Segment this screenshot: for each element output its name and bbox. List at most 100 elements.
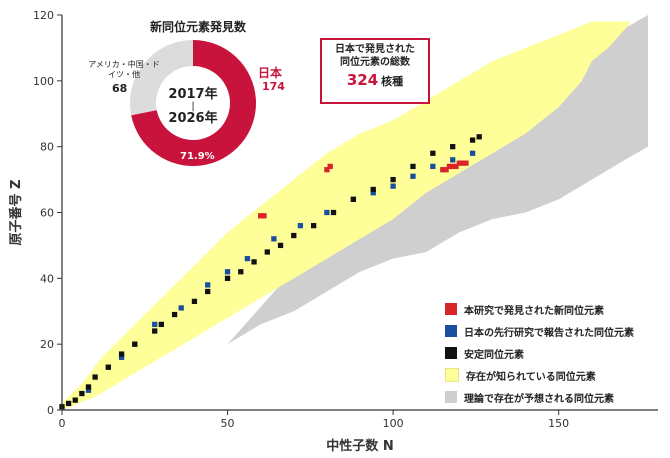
donut-center-year-start: 2017年 [168, 87, 218, 102]
y-tick-label-1: 20 [40, 338, 54, 351]
stable-isotope-cell-11 [171, 311, 178, 318]
stable-isotope-cell-18 [277, 242, 284, 249]
reported-isotope-cell-7 [224, 269, 231, 275]
reported-isotope-cell-10 [297, 223, 304, 229]
stable-isotope-cell-14 [224, 275, 231, 281]
x-tick-label-3: 150 [548, 417, 569, 430]
reported-isotope-cell-14 [390, 183, 396, 189]
stable-isotope-cell-1 [65, 400, 72, 407]
total-box-unit: 核種 [381, 75, 404, 88]
legend-label-reported: 日本の先行研究で報告された同位元素 [464, 327, 634, 339]
y-tick-label-0: 0 [47, 404, 54, 417]
stable-isotope-cell-5 [92, 374, 98, 380]
stable-isotope-cell-19 [291, 232, 297, 239]
stable-isotope-cell-26 [430, 150, 436, 156]
donut-slice-japan [131, 40, 256, 166]
reported-isotope-cell-16 [430, 163, 436, 170]
legend-swatch-reported [445, 325, 457, 337]
donut-others-label: アメリカ・中国・ドイツ・他 [88, 60, 160, 79]
donut-slice-others [130, 40, 193, 116]
reported-isotope-cell-11 [324, 209, 330, 216]
stable-isotope-cell-24 [390, 176, 396, 183]
donut-others-count: 68 [112, 82, 128, 95]
reported-isotope-cell-18 [469, 150, 476, 156]
new-isotope-cell-10 [459, 160, 466, 166]
new-isotope-cell-0 [258, 213, 264, 219]
legend-item-known: 存在が知られている同位元素 [445, 366, 634, 384]
stable-isotope-cell-6 [105, 364, 112, 370]
stable-isotope-cell-25 [410, 163, 416, 170]
x-tick-label-1: 50 [221, 417, 235, 430]
new-isotope-cell-9 [456, 160, 462, 166]
stable-isotope-cell-12 [191, 298, 198, 305]
stable-isotope-cell-2 [72, 397, 78, 403]
reported-isotope-cell-9 [271, 236, 277, 242]
new-isotope-cell-5 [443, 167, 449, 173]
reported-isotope-cell-2 [118, 354, 125, 360]
legend-swatch-stable [445, 347, 457, 359]
stable-isotope-cell-7 [118, 351, 125, 357]
new-isotope-cell-2 [324, 167, 330, 173]
legend-label-stable: 安定同位元素 [464, 349, 524, 361]
x-axis-title: 中性子数 N [326, 438, 393, 454]
stable-isotope-cell-13 [205, 288, 211, 295]
legend-item-stable: 安定同位元素 [445, 344, 634, 362]
stable-isotope-cell-3 [79, 390, 85, 397]
new-isotope-cell-8 [453, 163, 459, 170]
new-isotope-cell-6 [446, 163, 453, 170]
legend: 本研究で発見された新同位元素 日本の先行研究で報告された同位元素 安定同位元素 … [445, 300, 634, 410]
stable-isotope-cell-8 [132, 341, 138, 347]
donut-center-label: 2017年 | 2026年 [128, 88, 258, 126]
legend-item-new: 本研究で発見された新同位元素 [445, 300, 634, 318]
total-box-line1: 日本で発見された [335, 44, 415, 55]
stable-isotope-cell-27 [450, 144, 456, 150]
reported-isotope-cell-17 [450, 157, 456, 163]
stable-isotope-cell-22 [350, 196, 357, 202]
donut-japan-count: 174 [262, 80, 285, 93]
new-isotope-cell-7 [450, 163, 456, 170]
total-box-line2: 同位元素の総数 [340, 57, 410, 68]
legend-item-predicted: 理論で存在が予想される同位元素 [445, 388, 634, 406]
stable-isotope-cell-20 [310, 223, 317, 229]
total-box-value: 324 [346, 71, 379, 89]
new-isotope-cell-3 [327, 163, 333, 170]
stable-isotope-cell-17 [264, 249, 270, 255]
x-tick-label-0: 0 [59, 417, 66, 430]
legend-label-predicted: 理論で存在が予想される同位元素 [464, 393, 614, 405]
stable-isotope-cell-16 [251, 259, 257, 265]
y-tick-label-6: 120 [33, 9, 54, 22]
stable-isotope-cell-29 [476, 134, 482, 140]
new-isotope-cell-1 [261, 213, 267, 219]
stable-isotope-cell-21 [330, 209, 337, 216]
stable-isotope-cell-9 [152, 328, 158, 334]
y-tick-label-4: 80 [40, 141, 54, 154]
stable-isotope-cell-28 [469, 137, 476, 143]
cell-layer [59, 134, 482, 410]
donut-japan-label: 日本 [258, 66, 283, 80]
stable-isotope-cell-23 [370, 186, 376, 193]
total-count-box: 日本で発見された 同位元素の総数 324 核種 [320, 38, 430, 104]
reported-isotope-cell-15 [410, 173, 416, 179]
band-layer [62, 15, 649, 410]
total-box-value-wrap: 324 核種 [322, 71, 428, 89]
stable-isotope-cell-10 [158, 321, 164, 328]
legend-swatch-new [445, 303, 457, 315]
reported-isotope-cell-6 [205, 282, 211, 288]
legend-label-new: 本研究で発見された新同位元素 [464, 305, 604, 317]
reported-isotope-cell-8 [244, 255, 251, 262]
new-isotope-cell-4 [440, 167, 446, 173]
y-tick-label-5: 100 [33, 75, 54, 88]
donut-center-year-end: 2026年 [168, 111, 218, 126]
reported-isotope-cell-13 [370, 190, 376, 196]
legend-swatch-known [445, 368, 459, 382]
y-axis-title: 原子番号 Z [8, 180, 24, 246]
x-tick-label-2: 100 [383, 417, 404, 430]
new-isotope-cell-11 [463, 160, 469, 166]
stable-isotope-cell-4 [85, 384, 92, 390]
legend-swatch-predicted [445, 391, 457, 403]
donut-japan-percent: 71.9% [180, 151, 215, 162]
y-tick-label-3: 60 [40, 207, 54, 220]
legend-item-reported: 日本の先行研究で報告された同位元素 [445, 322, 634, 340]
known-region [62, 21, 632, 410]
